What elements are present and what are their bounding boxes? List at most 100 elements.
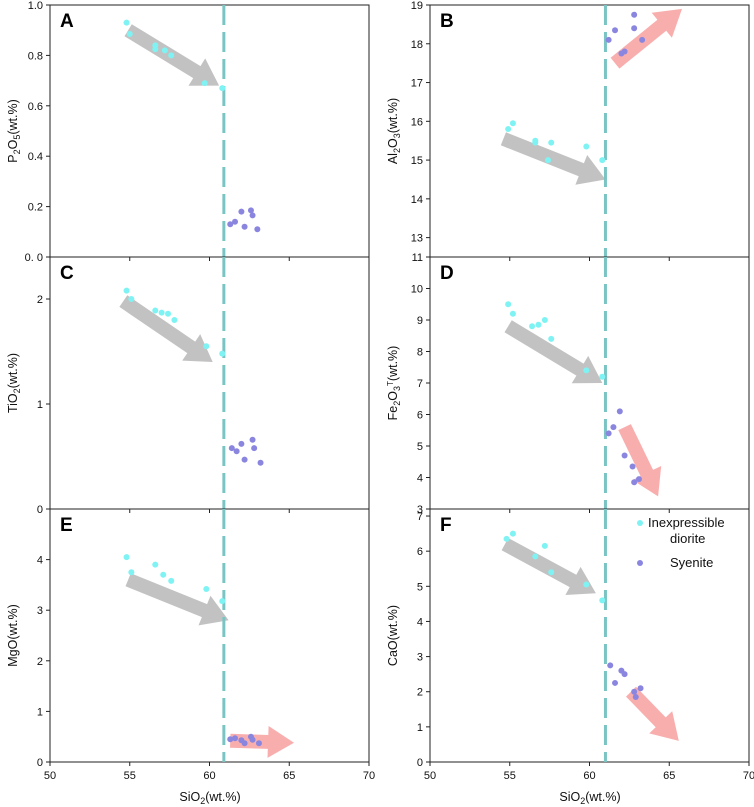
panel-b-ytick-label: 19 [411, 0, 423, 12]
panel-f-pink-arrow [626, 686, 679, 741]
panel-d-ylabel: Fe2O3T(wt.%) [386, 346, 402, 421]
panel-b-frame [429, 4, 750, 258]
panel-f-ytick-label: 4 [417, 616, 423, 628]
panel-b-ytick-label: 16 [411, 116, 423, 128]
syenite-point [635, 476, 642, 483]
syenite-point [639, 36, 646, 43]
syenite-point [241, 456, 248, 463]
panel-b-ytick-label: 13 [411, 233, 423, 245]
panel-e-xtick-label: 55 [124, 770, 136, 782]
panel-d-ytick-label: 6 [417, 410, 423, 422]
panel-b-ytick-label: 14 [411, 194, 423, 206]
panel-c: 0 1 2 TiO2(wt.%) C [6, 256, 370, 516]
diorite-point [160, 571, 167, 578]
diorite-point [152, 561, 159, 568]
panel-f-grey-arrow [501, 538, 596, 595]
panel-c-ytick-label: 2 [37, 294, 43, 306]
syenite-point [238, 208, 245, 215]
diorite-point [128, 569, 135, 576]
legend-label-diorite: Inexpressible [648, 515, 725, 530]
diorite-point [505, 126, 512, 133]
panel-d-ytick-label: 7 [417, 378, 423, 390]
panel-e-ytick-label: 0 [37, 757, 43, 769]
diorite-point [541, 317, 548, 323]
syenite-point [232, 735, 239, 742]
panel-a: 0. 0 0.2 0.4 0.6 0.8 1.0 P2O5(wt.%) A [6, 0, 370, 264]
syenite-point [251, 445, 258, 452]
diorite-point [126, 30, 133, 37]
diorite-point [599, 597, 606, 604]
syenite-point [254, 226, 261, 233]
panel-f-frame [429, 508, 750, 763]
panel-a-frame [49, 4, 370, 258]
panel-a-ytick-label: 0. 0 [25, 252, 43, 264]
panel-e-frame [49, 508, 370, 763]
syenite-point [610, 424, 617, 431]
diorite-point [168, 52, 175, 59]
x-axis-title-right: SiO2(wt.%) [559, 790, 620, 806]
panel-f-xtick-label: 50 [424, 770, 436, 782]
panel-f-xtick-label: 65 [663, 770, 675, 782]
panel-c-ytick-label: 1 [37, 399, 43, 411]
diorite-point [168, 577, 175, 584]
panel-e-xtick-label: 70 [363, 770, 375, 782]
legend-label-diorite-cont: diorite [670, 531, 705, 546]
syenite-point [228, 445, 235, 452]
panel-d-ytick-label: 11 [412, 252, 423, 264]
panel-f-ytick-label: 2 [417, 687, 423, 699]
panel-f-ytick-label: 3 [417, 652, 423, 664]
diorite-point [541, 542, 548, 549]
diorite-point [545, 157, 552, 164]
panel-a-ytick-label: 1.0 [28, 0, 43, 12]
syenite-point [241, 740, 248, 747]
panel-c-ylabel: TiO2(wt.%) [6, 353, 22, 413]
panel-d-grey-arrow [504, 320, 603, 384]
syenite-point [631, 688, 638, 695]
diorite-point [509, 120, 516, 127]
diorite-point [548, 569, 555, 576]
panel-e-grey-arrow [125, 573, 229, 626]
syenite-point [637, 685, 644, 692]
diorite-point [201, 80, 208, 87]
diorite-point [128, 296, 135, 302]
diorite-point [529, 323, 536, 330]
panel-f-ytick-label: 6 [417, 546, 423, 558]
panel-e-pink-arrow [230, 726, 294, 758]
panel-d-ytick-label: 5 [417, 441, 423, 453]
panel-a-label: A [60, 11, 74, 32]
syenite-point [249, 436, 256, 443]
syenite-point [631, 11, 638, 18]
diorite-point [599, 157, 606, 164]
syenite-point [632, 693, 639, 700]
syenite-point [616, 408, 623, 415]
diorite-point [535, 321, 542, 328]
panel-a-ytick-label: 0.2 [28, 202, 43, 214]
syenite-point [605, 430, 612, 437]
panel-e-ytick-label: 4 [37, 555, 43, 567]
syenite-point [257, 459, 264, 466]
panel-e-ytick-label: 3 [37, 605, 43, 617]
diorite-point [532, 139, 539, 146]
panel-a-ytick-label: 0.4 [28, 151, 43, 163]
panel-b-ylabel: Al2O3(wt.%) [386, 98, 402, 164]
syenite-point [629, 463, 636, 470]
syenite-point [232, 218, 239, 225]
panel-e-ylabel: MgO(wt.%) [6, 604, 20, 667]
diorite-point [599, 373, 606, 380]
syenite-point [621, 671, 628, 678]
panel-c-grey-arrow [119, 295, 213, 362]
panel-b: 13 14 15 16 17 18 19 Al2O3(wt.%) B [386, 0, 750, 261]
legend-label-syenite: Syenite [670, 555, 713, 570]
panel-d-ytick-label: 3 [417, 504, 423, 516]
diorite-point [219, 598, 226, 605]
panel-b-ytick-label: 15 [411, 155, 423, 167]
x-axis-title-left: SiO2(wt.%) [179, 790, 240, 806]
panel-b-grey-arrow [500, 132, 606, 185]
diorite-point [123, 554, 130, 561]
panel-f-ytick-label: 5 [417, 581, 423, 593]
panel-e-xtick-label: 65 [283, 770, 295, 782]
panel-f: 0 1 2 3 4 5 6 7 50 55 60 65 70 CaO(wt.%) F [386, 508, 754, 782]
diorite-point [152, 46, 159, 53]
syenite-point [631, 25, 638, 32]
diorite-point [509, 530, 516, 537]
